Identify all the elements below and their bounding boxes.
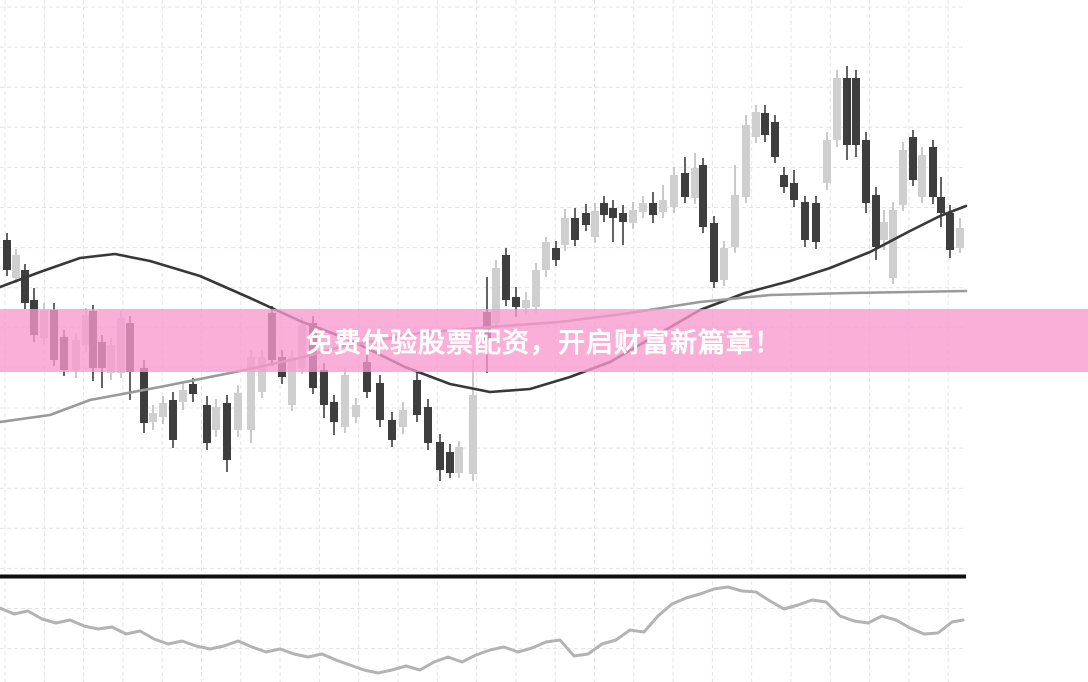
grid-lines: [0, 0, 966, 682]
ma-dark-line: [0, 204, 968, 394]
candles-group: [3, 66, 964, 481]
panel-divider-line: [0, 574, 966, 579]
promo-banner[interactable]: 免费体验股票配资，开启财富新篇章！: [0, 309, 1088, 372]
promo-banner-text: 免费体验股票配资，开启财富新篇章！: [306, 328, 782, 358]
indicator-line: [0, 585, 965, 675]
